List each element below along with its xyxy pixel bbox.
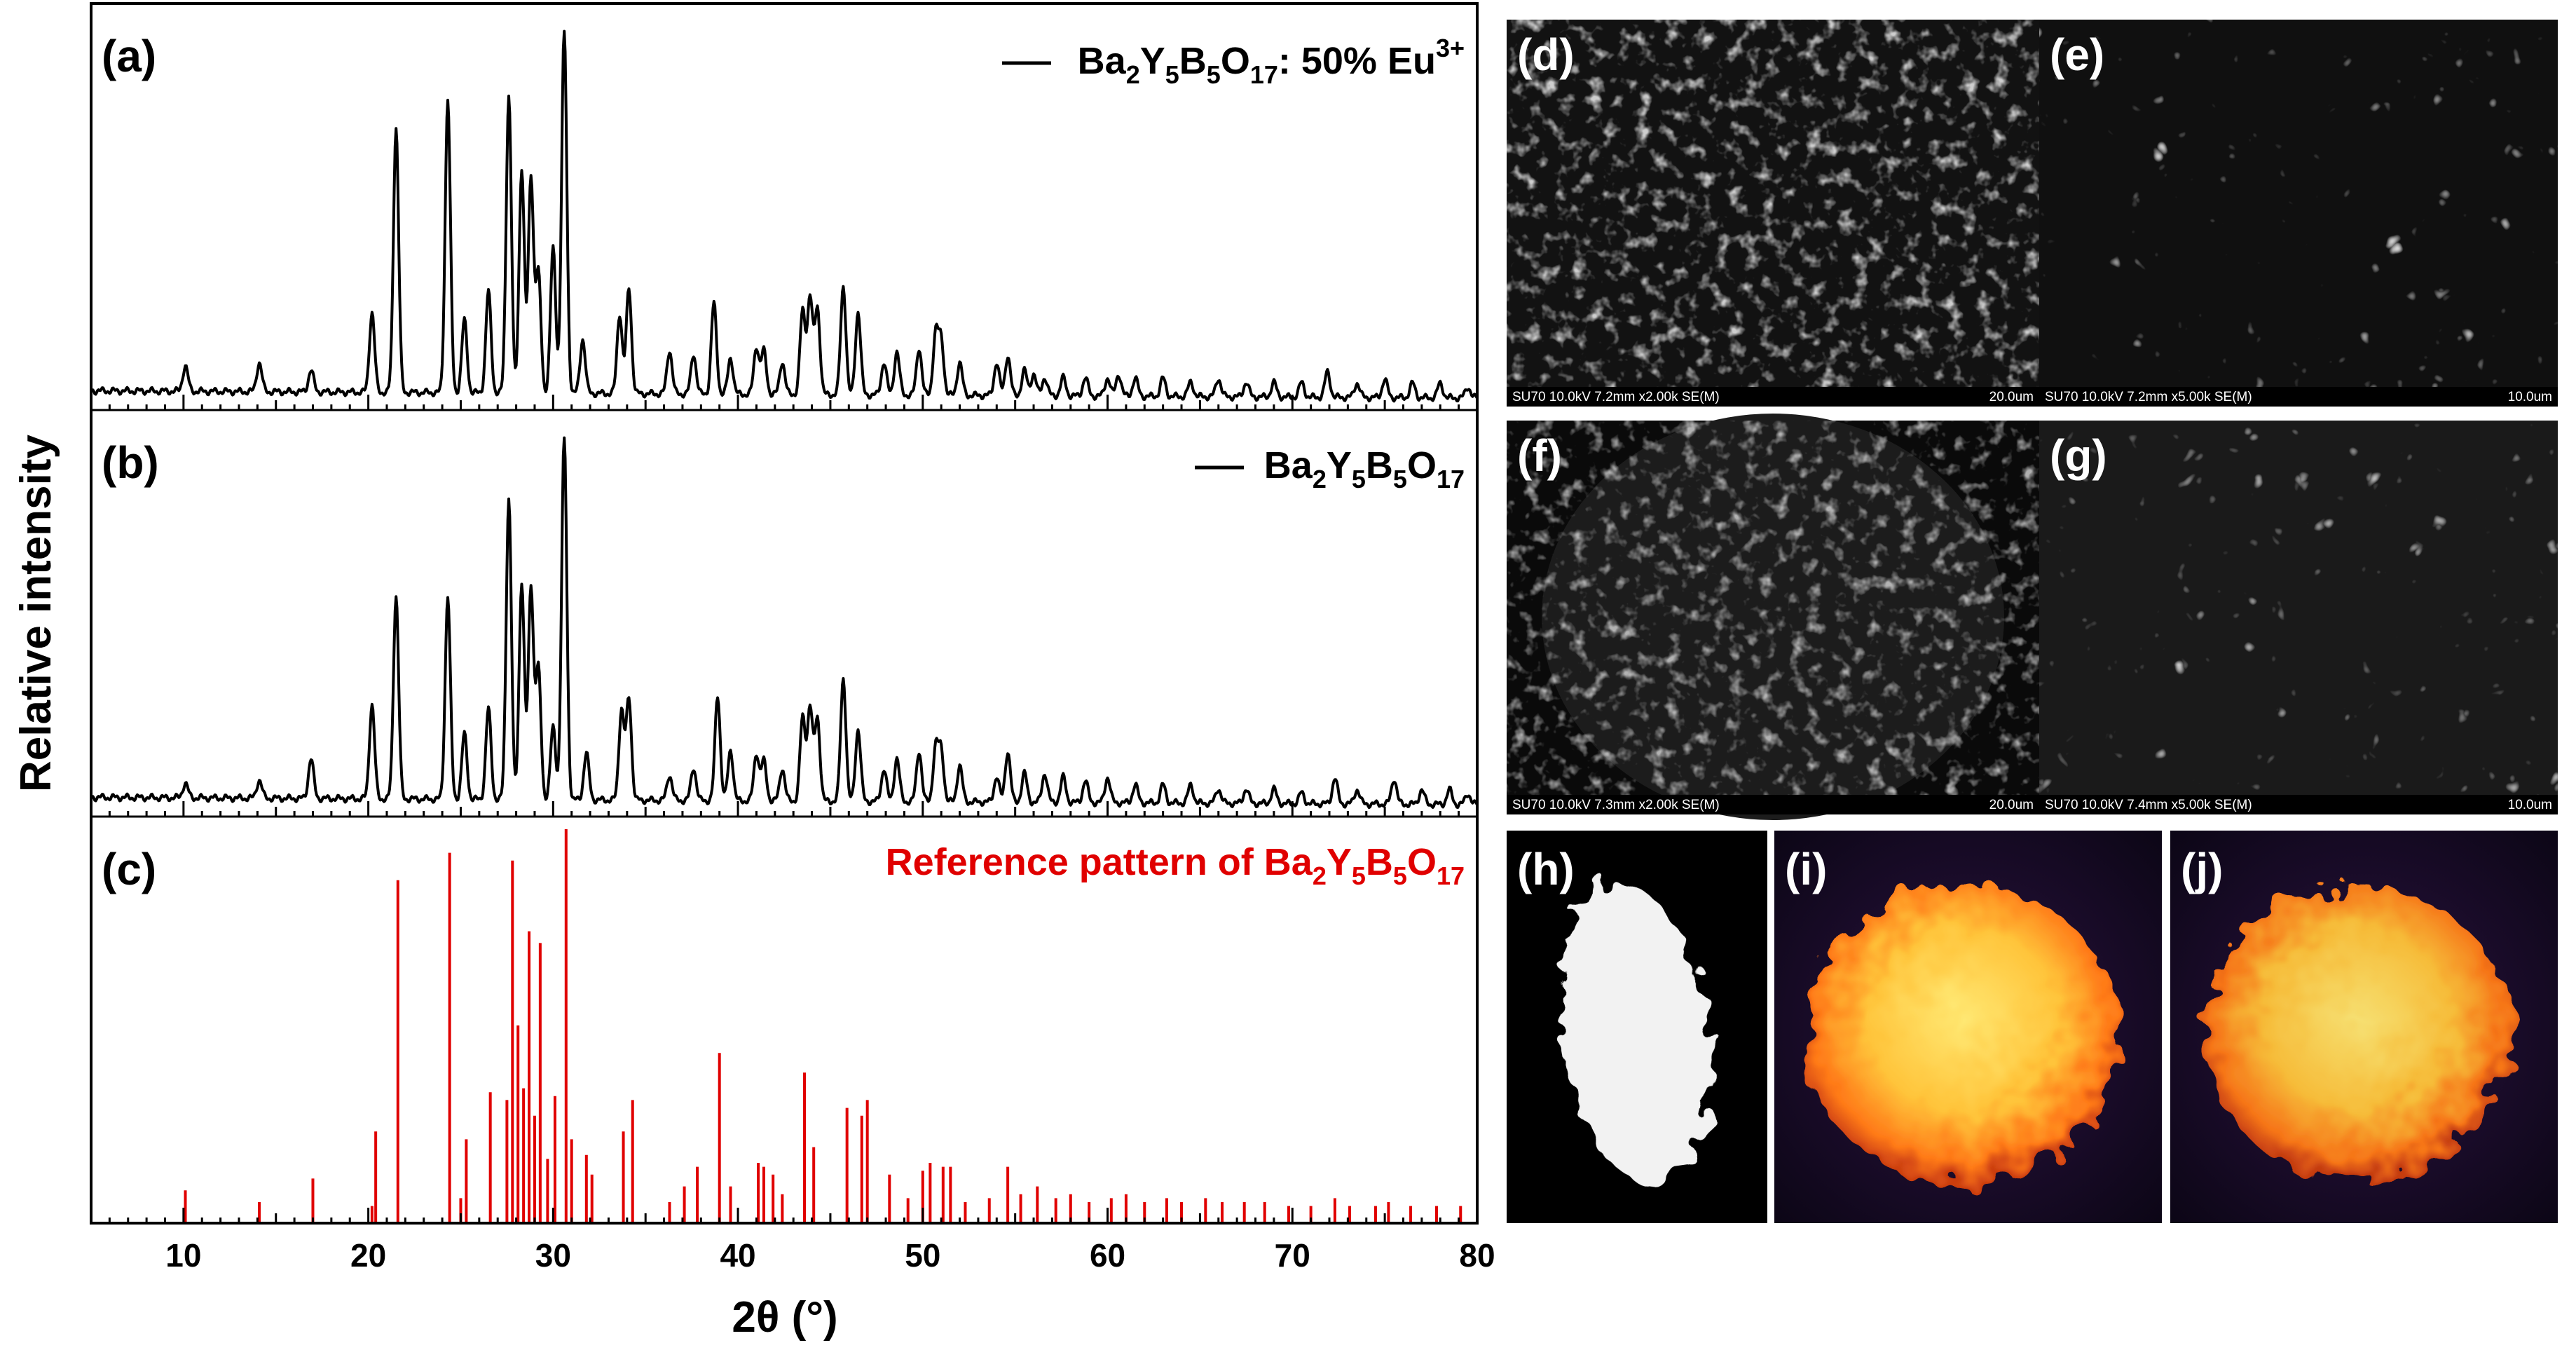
sem-d-info: SU70 10.0kV 7.2mm x2.00k SE(M) [1512,390,1720,404]
x-axis-ticks: 10 20 30 40 50 60 70 80 [90,395,1495,1274]
photo-j: (j) [2170,831,2558,1223]
panel-label-a: (a) [102,31,156,81]
legend-a-text: Ba2Y5B5O17: 50% Eu3+ [1078,34,1465,89]
panel-label-h: (h) [1517,844,1575,894]
xrd-trace-a [90,29,1479,403]
legend-a: Ba2Y5B5O17: 50% Eu3+ [1002,34,1465,89]
xrd-trace-b [90,436,1479,810]
panel-label-e: (e) [2050,29,2104,80]
x-tick-label: 10 [165,1237,201,1274]
sem-g-scale: 10.0um [2508,798,2552,812]
sem-f-info: SU70 10.0kV 7.3mm x2.00k SE(M) [1512,798,1720,812]
sem-e-scale: 10.0um [2508,390,2552,404]
x-tick-label: 40 [720,1237,755,1274]
x-axis-title: 2θ (°) [732,1293,837,1342]
x-tick-label: 80 [1459,1237,1495,1274]
x-tick-label: 30 [535,1237,571,1274]
photo-i: (i) [1774,831,2162,1223]
plot-frame [90,2,1479,1225]
x-tick-label: 70 [1275,1237,1310,1274]
legend-c: Reference pattern of Ba2Y5B5O17 [886,841,1465,890]
reference-bars [184,829,1462,1222]
sem-d-scale: 20.0um [1989,390,2034,404]
panel-label-c: (c) [102,844,156,894]
sem-image-d: SU70 10.0kV 7.2mm x2.00k SE(M) 20.0um (d… [1507,20,2039,407]
sem-e-info: SU70 10.0kV 7.2mm x5.00k SE(M) [2045,390,2252,404]
x-tick-label: 20 [350,1237,386,1274]
photo-h: (h) [1507,831,1767,1223]
panel-label-j: (j) [2181,844,2223,894]
x-tick-label: 60 [1090,1237,1125,1274]
panel-label-i: (i) [1785,844,1827,894]
legend-c-text: Reference pattern of Ba2Y5B5O17 [886,841,1465,890]
legend-b-text: Ba2Y5B5O17 [1264,444,1465,493]
sem-images: SU70 10.0kV 7.2mm x2.00k SE(M) 20.0um (d… [1507,20,2558,820]
panel-label-b: (b) [102,437,159,488]
sem-f-scale: 20.0um [1989,798,2034,812]
sem-image-e: SU70 10.0kV 7.2mm x5.00k SE(M) 10.0um (e… [2039,20,2558,407]
panel-label-f: (f) [1517,430,1562,481]
sem-image-g: SU70 10.0kV 7.4mm x5.00k SE(M) 10.0um (g… [2039,421,2558,814]
x-tick-label: 50 [905,1237,940,1274]
photographs: (h) (i) (j) [1507,831,2558,1223]
sem-g-info: SU70 10.0kV 7.4mm x5.00k SE(M) [2045,798,2252,812]
xrd-panels: 10 20 30 40 50 60 70 80 (a) (b) (c) Ba2Y5B5O17:… [12,2,1495,1342]
sem-image-f: SU70 10.0kV 7.3mm x2.00k SE(M) 20.0um (f… [1507,414,2039,820]
panel-label-d: (d) [1517,29,1575,80]
legend-b: Ba2Y5B5O17 [1195,444,1465,493]
panel-label-g: (g) [2050,430,2107,481]
y-axis-title: Relative intensity [12,435,60,792]
